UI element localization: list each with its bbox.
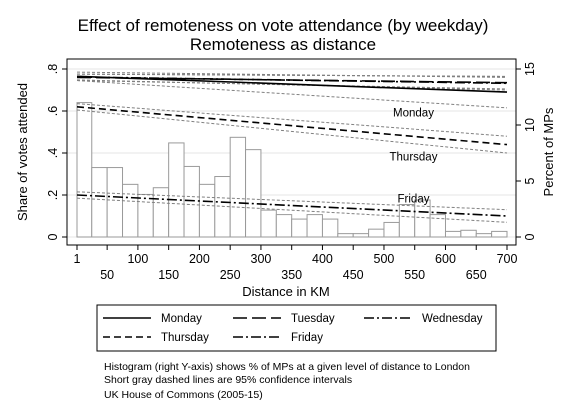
x-axis-ticks: 1 100 200 300 400 500 600 700 50 150 250 350 450 550 6… (74, 245, 518, 282)
histogram-bar (337, 233, 354, 238)
confidence-intervals (76, 71, 508, 223)
line-annotation: Thursday (390, 151, 438, 163)
line-annotation: Friday (398, 193, 430, 205)
histogram-bar (91, 167, 108, 238)
y2-tick-label: 10 (523, 118, 537, 132)
y2-axis-label: Percent of MPs (541, 107, 556, 196)
histogram-bar (275, 214, 293, 238)
x-axis-label: Distance in KM (242, 284, 329, 299)
note-histogram: Histogram (right Y-axis) shows % of MPs … (104, 361, 470, 373)
y2-tick-label: 0 (523, 233, 537, 240)
x-tick-label: 600 (435, 252, 456, 266)
legend-box (96, 304, 497, 352)
histogram-bar (460, 229, 477, 238)
ci-line-wednesday (76, 73, 508, 78)
histogram-bar (444, 230, 462, 238)
histogram-bar (229, 136, 247, 238)
histogram-bar (383, 221, 400, 238)
histogram-bar (76, 102, 93, 238)
histogram-bar (106, 167, 124, 238)
y-tick-label: .2 (46, 190, 60, 200)
x-tick-label: 500 (374, 252, 395, 266)
histogram (76, 102, 508, 238)
histogram-bar (491, 230, 508, 238)
note-source: UK House of Commons (2005-15) (104, 389, 263, 401)
series-line-thursday (76, 106, 508, 146)
chart-notes: Histogram (right Y-axis) shows % of MPs … (104, 361, 470, 402)
y-tick-label: .6 (46, 106, 60, 116)
histogram-bar (475, 233, 493, 238)
x-tick-label: 50 (100, 268, 114, 282)
x-tick-label: 650 (466, 268, 487, 282)
x-tick-label: 700 (497, 252, 518, 266)
histogram-bar (368, 228, 385, 238)
histogram-bar (137, 193, 154, 238)
line-annotation: Monday (393, 107, 434, 119)
histogram-bar (352, 233, 370, 238)
note-confidence-intervals: Short gray dashed lines are 95% confiden… (104, 374, 353, 386)
legend-label: Tuesday (291, 313, 335, 325)
histogram-bar (183, 165, 200, 238)
x-tick-label: 1 (74, 252, 81, 266)
x-tick-label: 150 (158, 268, 179, 282)
histogram-bar (198, 183, 216, 238)
x-tick-label: 200 (189, 252, 210, 266)
legend-label: Monday (161, 313, 202, 325)
histogram-bar (245, 149, 262, 238)
histogram-bar (306, 214, 323, 238)
line-annotations: Monday Thursday Friday (390, 107, 438, 205)
histogram-bar (291, 218, 308, 238)
series-lines (76, 75, 508, 217)
x-tick-label: 250 (220, 268, 241, 282)
series-line-monday (76, 75, 508, 93)
ci-line-friday (76, 197, 508, 223)
y-tick-label: 0 (46, 233, 60, 240)
x-tick-label: 550 (404, 268, 425, 282)
x-tick-label: 300 (251, 252, 272, 266)
histogram-bar (168, 142, 185, 238)
ci-line-monday (76, 71, 508, 78)
chart-subtitle: Remoteness as distance (190, 35, 376, 54)
ci-line-thursday (76, 109, 508, 154)
y-axis-label: Share of votes attended (15, 83, 30, 221)
histogram-bar (321, 218, 339, 238)
legend-label: Friday (291, 332, 323, 344)
legend: Monday Tuesday Wednesday Thursday Friday (103, 313, 483, 344)
y-tick-label: .4 (46, 148, 60, 158)
chart-title: Effect of remoteness on vote attendance … (78, 16, 489, 35)
ci-line-thursday (76, 103, 508, 137)
histogram-bar (429, 214, 446, 238)
histogram-bar (260, 209, 277, 238)
y-tick-label: .8 (46, 64, 60, 74)
y2-axis-ticks: 0 5 10 15 (516, 62, 537, 240)
histogram-bar (398, 204, 416, 238)
ci-line-monday (76, 80, 508, 109)
histogram-bar (122, 183, 139, 238)
x-tick-label: 400 (312, 252, 333, 266)
ci-line-friday (76, 191, 508, 211)
x-tick-label: 450 (343, 268, 364, 282)
legend-label: Thursday (161, 332, 209, 344)
histogram-bar (152, 187, 170, 238)
x-tick-label: 350 (281, 268, 302, 282)
x-tick-label: 100 (127, 252, 148, 266)
y-axis-ticks: 0 .2 .4 .6 .8 (46, 64, 67, 240)
y2-tick-label: 5 (523, 177, 537, 184)
y2-tick-label: 15 (523, 62, 537, 76)
legend-label: Wednesday (422, 313, 483, 325)
series-line-tuesday (76, 76, 508, 84)
